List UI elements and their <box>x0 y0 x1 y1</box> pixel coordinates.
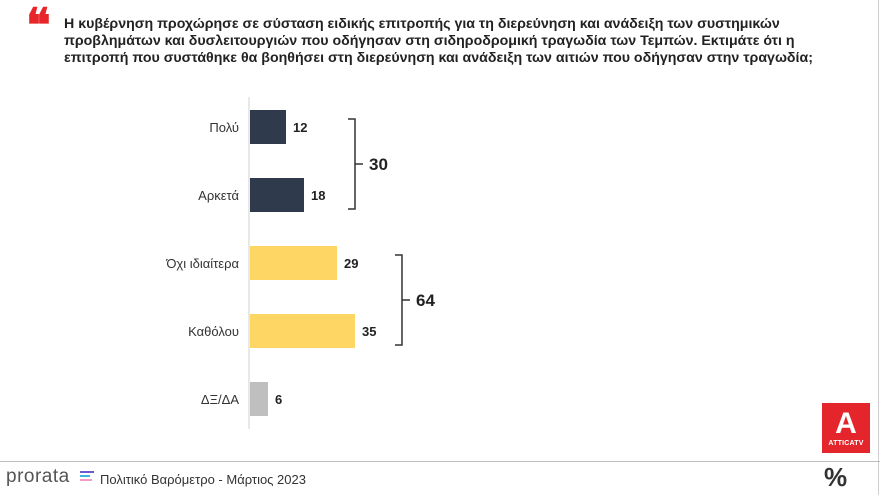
bar-2 <box>250 246 337 280</box>
bar-0 <box>250 110 286 144</box>
attica-tv-logo: A ATTICATV <box>822 403 870 453</box>
footer-caption: Πολιτικό Βαρόμετρο - Μάρτιος 2023 <box>100 472 306 487</box>
bar-3 <box>250 314 355 348</box>
value-label: 12 <box>293 120 307 135</box>
group-total-label: 30 <box>369 155 388 174</box>
percent-icon: % <box>824 462 848 492</box>
group-total-label: 64 <box>416 291 435 310</box>
value-label: 6 <box>275 392 282 407</box>
bar-4 <box>250 382 268 416</box>
logo-text: ATTICATV <box>828 440 864 447</box>
footer-brand: prorata <box>6 466 70 487</box>
question-text: Η κυβέρνηση προχώρησε σε σύσταση ειδικής… <box>64 16 813 66</box>
value-label: 35 <box>362 324 376 339</box>
frame-border <box>878 0 879 495</box>
bar-1 <box>250 178 304 212</box>
category-label: Όχι ιδιαίτερα <box>165 256 239 271</box>
value-label: 18 <box>311 188 325 203</box>
category-label: ΔΞ/ΔΑ <box>201 392 239 407</box>
value-label: 29 <box>344 256 358 271</box>
category-label: Αρκετά <box>198 188 239 203</box>
footer-divider <box>0 461 880 462</box>
category-label: Πολύ <box>209 120 239 135</box>
bars-icon <box>80 471 94 485</box>
quote-icon: ❝ <box>26 0 51 52</box>
logo-letter: A <box>835 407 857 440</box>
group-bracket <box>348 118 363 210</box>
category-label: Καθόλου <box>188 324 239 339</box>
group-bracket <box>395 254 410 346</box>
